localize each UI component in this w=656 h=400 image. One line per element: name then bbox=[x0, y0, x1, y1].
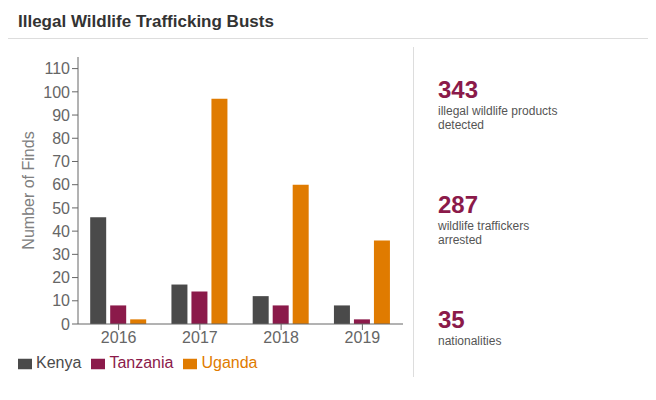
svg-text:2018: 2018 bbox=[263, 329, 299, 346]
svg-text:0: 0 bbox=[61, 316, 70, 333]
svg-text:2019: 2019 bbox=[345, 329, 381, 346]
html-text:35: 35 bbox=[438, 305, 465, 333]
html-text:wildlife traffickers: wildlife traffickers bbox=[438, 219, 530, 233]
svg-text:20: 20 bbox=[52, 269, 70, 286]
svg-text:80: 80 bbox=[52, 130, 70, 147]
svg-text:2016: 2016 bbox=[101, 329, 137, 346]
svg-text:Number of Finds: Number of Finds bbox=[20, 131, 37, 249]
html-text:illegal wildlife products: illegal wildlife products bbox=[438, 104, 558, 119]
html-text:nationalities: nationalities bbox=[438, 333, 502, 348]
svg-text:50: 50 bbox=[52, 200, 70, 217]
svg-text:30: 30 bbox=[52, 246, 70, 263]
html-text:Kenya: Kenya bbox=[36, 354, 82, 371]
html-text:arrested: arrested bbox=[438, 233, 482, 247]
svg-text:70: 70 bbox=[52, 153, 70, 170]
svg-text:100: 100 bbox=[43, 84, 70, 101]
html-text:343: 343 bbox=[438, 76, 478, 104]
svg-text:40: 40 bbox=[52, 223, 70, 240]
html-text:Illegal Wildlife Trafficking B: Illegal Wildlife Trafficking Busts bbox=[18, 12, 274, 31]
html-text:287: 287 bbox=[438, 191, 478, 218]
html-text:Uganda: Uganda bbox=[201, 354, 258, 371]
svg-text:60: 60 bbox=[52, 176, 70, 193]
html-text:detected: detected bbox=[438, 118, 484, 133]
svg-text:90: 90 bbox=[52, 107, 70, 124]
svg-text:2017: 2017 bbox=[182, 329, 218, 346]
svg-text:110: 110 bbox=[44, 60, 70, 77]
svg-text:10: 10 bbox=[52, 292, 70, 309]
html-text:Tanzania: Tanzania bbox=[109, 354, 174, 371]
